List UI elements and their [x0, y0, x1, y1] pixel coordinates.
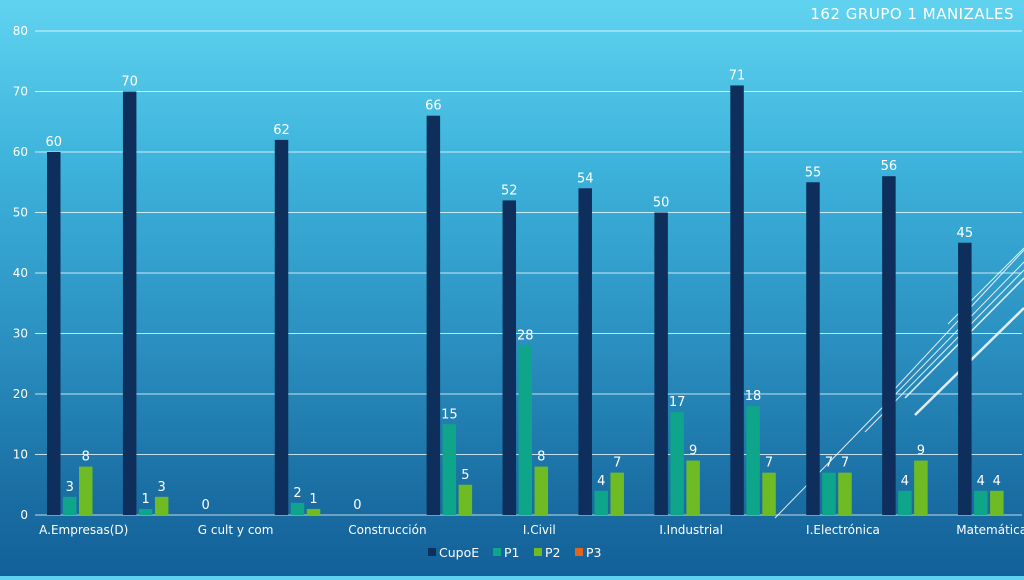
y-tick-label: 70	[13, 85, 28, 99]
bar-cupoe	[654, 212, 668, 515]
y-tick-label: 60	[13, 145, 28, 159]
data-label: 8	[537, 450, 545, 465]
bar-p2	[686, 460, 700, 515]
legend-swatch-p2	[534, 548, 542, 556]
bar-p1	[746, 406, 760, 515]
y-tick-label: 30	[13, 327, 28, 341]
bar-cupoe	[730, 85, 744, 515]
data-label: 50	[653, 196, 670, 211]
y-tick-label: 0	[20, 508, 28, 522]
bar-p2	[79, 466, 93, 515]
legend-label: P1	[504, 545, 520, 560]
bar-p2	[306, 508, 321, 515]
bar-p1	[442, 424, 457, 515]
y-tick-label: 50	[13, 206, 28, 220]
bar-p1	[594, 490, 608, 515]
data-label: 15	[441, 407, 458, 422]
bar-p2	[154, 496, 169, 515]
bar-p1	[138, 508, 153, 515]
data-label: 56	[881, 159, 898, 174]
data-label: 5	[461, 468, 469, 483]
data-label: 55	[805, 165, 822, 180]
y-tick-label: 20	[13, 387, 28, 401]
data-label: 70	[121, 75, 138, 90]
data-label: 28	[517, 329, 534, 344]
data-label: 45	[957, 226, 974, 241]
data-label: 3	[158, 480, 166, 495]
data-label: 4	[597, 474, 605, 489]
legend-swatch-p1	[493, 548, 501, 556]
data-label: 4	[901, 474, 909, 489]
x-tick-label: Construcción	[348, 523, 426, 537]
data-label: 2	[293, 486, 301, 501]
bar-cupoe	[806, 182, 820, 515]
bar-cupoe	[122, 91, 137, 515]
bar-cupoe	[47, 152, 61, 515]
bar-p1	[898, 490, 912, 515]
bar-cupoe	[502, 200, 517, 515]
bar-p2	[914, 460, 928, 515]
bar-p2	[838, 472, 852, 515]
bar-cupoe	[578, 188, 592, 516]
y-tick-label: 40	[13, 266, 28, 280]
chart-title: 162 GRUPO 1 MANIZALES	[810, 5, 1014, 23]
x-tick-label: I.Electrónica	[806, 523, 880, 537]
bar-p1	[974, 490, 988, 515]
y-tick-label: 10	[13, 448, 28, 462]
bar-p2	[534, 466, 549, 515]
x-tick-label: Matemáticas	[956, 523, 1024, 537]
data-label: 7	[825, 456, 833, 471]
data-label: 18	[745, 389, 762, 404]
data-label: 17	[669, 395, 686, 410]
data-label: 54	[577, 171, 594, 186]
data-label: 9	[689, 444, 697, 459]
data-label: 1	[309, 492, 317, 507]
data-label: 3	[66, 480, 74, 495]
legend-swatch-p3	[575, 548, 583, 556]
y-tick-label: 80	[13, 24, 28, 38]
data-label: 62	[273, 123, 290, 138]
data-label: 7	[765, 456, 773, 471]
legend-label: P2	[545, 545, 561, 560]
bar-cupoe	[274, 139, 289, 515]
data-label: 7	[841, 456, 849, 471]
bar-p1	[290, 502, 305, 515]
legend-label: P3	[586, 545, 602, 560]
bar-p1	[63, 496, 77, 515]
data-label: 0	[201, 498, 209, 513]
data-label: 52	[501, 183, 518, 198]
data-label: 66	[425, 99, 442, 114]
bar-p2	[610, 472, 624, 515]
data-label: 71	[729, 68, 746, 83]
x-tick-label: G cult y com	[198, 523, 274, 537]
legend-label: CupoE	[439, 545, 479, 560]
x-tick-label: I.Civil	[523, 523, 556, 537]
x-tick-label: I.Industrial	[659, 523, 723, 537]
bar-cupoe	[882, 176, 896, 515]
data-label: 4	[993, 474, 1001, 489]
data-label: 1	[142, 492, 150, 507]
bar-p2	[990, 490, 1004, 515]
legend-swatch-cupoe	[428, 548, 436, 556]
decorative-line	[889, 249, 1024, 395]
data-label: 4	[977, 474, 985, 489]
data-label: 7	[613, 456, 621, 471]
bar-cupoe	[958, 242, 972, 515]
bar-p2	[762, 472, 776, 515]
data-label: 9	[917, 444, 925, 459]
bar-p2	[458, 484, 473, 515]
bar-p1	[670, 412, 684, 515]
bar-p1	[822, 472, 836, 515]
x-tick-label: A.Empresas(D)	[39, 523, 128, 537]
data-label: 0	[353, 498, 361, 513]
bar-cupoe	[426, 115, 441, 515]
bar-p1	[518, 345, 533, 515]
data-label: 60	[45, 135, 62, 150]
data-label: 8	[82, 450, 90, 465]
